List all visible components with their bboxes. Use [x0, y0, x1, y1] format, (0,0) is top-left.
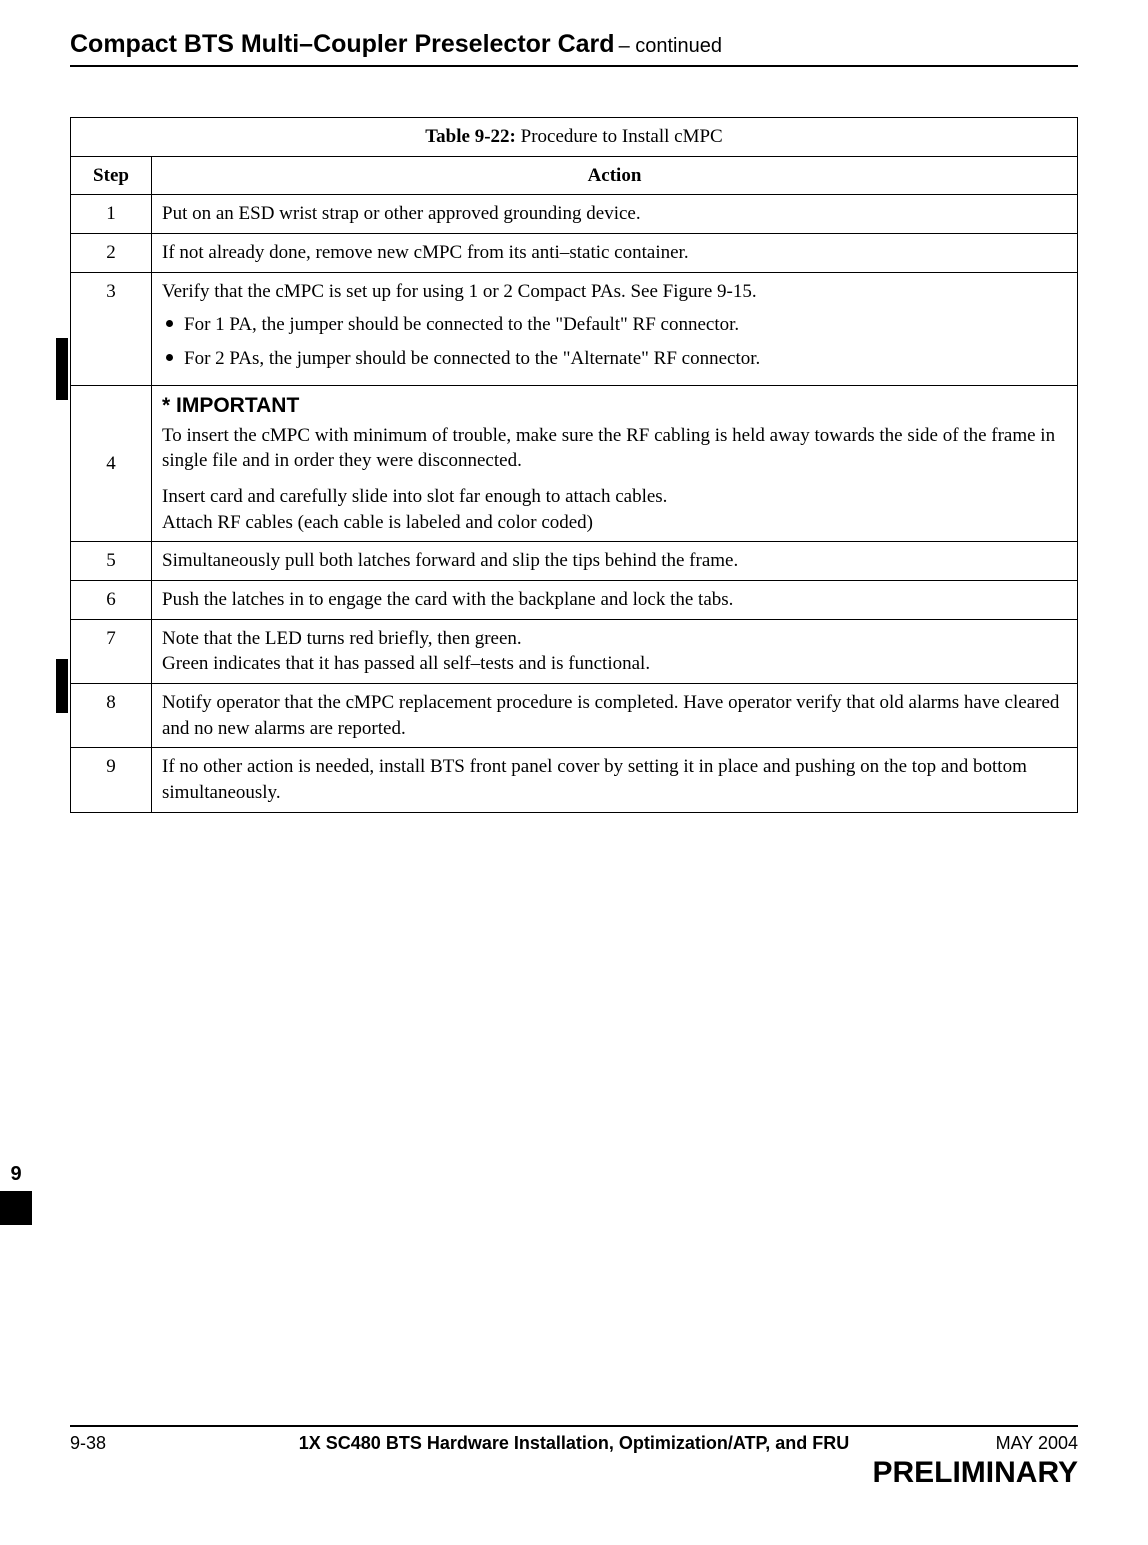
header-continued: – continued — [619, 35, 722, 57]
important-heading: * IMPORTANT — [162, 392, 1067, 420]
col-action: Action — [152, 156, 1078, 195]
table-row: 1 Put on an ESD wrist strap or other app… — [71, 195, 1078, 234]
table-caption-label: Table 9-22: — [425, 126, 516, 147]
table-caption: Table 9-22: Procedure to Install cMPC — [71, 118, 1078, 157]
chapter-tab-number: 9 — [0, 1157, 32, 1191]
bullet-item: For 2 PAs, the jumper should be connecte… — [162, 346, 1067, 372]
chapter-tab-block — [0, 1191, 32, 1225]
table-row: 4 * IMPORTANT To insert the cMPC with mi… — [71, 386, 1078, 542]
page-header: Compact BTS Multi–Coupler Preselector Ca… — [70, 30, 1078, 67]
action-text: Green indicates that it has passed all s… — [162, 651, 1067, 677]
step-cell: 4 — [71, 386, 152, 542]
footer-date: MAY 2004 — [898, 1433, 1078, 1454]
action-cell: Simultaneously pull both latches forward… — [152, 542, 1078, 581]
step-cell: 7 — [71, 619, 152, 683]
footer-doc-title: 1X SC480 BTS Hardware Installation, Opti… — [250, 1433, 898, 1454]
step-cell: 5 — [71, 542, 152, 581]
action-cell: If no other action is needed, install BT… — [152, 748, 1078, 812]
step-cell: 2 — [71, 233, 152, 272]
table-caption-row: Table 9-22: Procedure to Install cMPC — [71, 118, 1078, 157]
action-cell: * IMPORTANT To insert the cMPC with mini… — [152, 386, 1078, 542]
change-bar — [56, 338, 68, 400]
step-cell: 1 — [71, 195, 152, 234]
bullet-list: For 1 PA, the jumper should be connected… — [162, 312, 1067, 371]
table-row: 9 If no other action is needed, install … — [71, 748, 1078, 812]
col-step: Step — [71, 156, 152, 195]
table-row: 2 If not already done, remove new cMPC f… — [71, 233, 1078, 272]
action-cell: Verify that the cMPC is set up for using… — [152, 272, 1078, 386]
bullet-item: For 1 PA, the jumper should be connected… — [162, 312, 1067, 338]
action-cell: Notify operator that the cMPC replacemen… — [152, 683, 1078, 747]
action-text: Attach RF cables (each cable is labeled … — [162, 510, 1067, 536]
table-row: 8 Notify operator that the cMPC replacem… — [71, 683, 1078, 747]
table-caption-text: Procedure to Install cMPC — [516, 126, 723, 147]
footer-row: 9-38 1X SC480 BTS Hardware Installation,… — [70, 1433, 1078, 1454]
chapter-tab: 9 — [0, 1157, 32, 1225]
procedure-table: Table 9-22: Procedure to Install cMPC St… — [70, 117, 1078, 813]
table-row: 6 Push the latches in to engage the card… — [71, 581, 1078, 620]
table-row: 5 Simultaneously pull both latches forwa… — [71, 542, 1078, 581]
table-header-row: Step Action — [71, 156, 1078, 195]
important-text: To insert the cMPC with minimum of troub… — [162, 423, 1067, 474]
action-cell: Note that the LED turns red briefly, the… — [152, 619, 1078, 683]
action-cell: Put on an ESD wrist strap or other appro… — [152, 195, 1078, 234]
footer-preliminary: PRELIMINARY — [70, 1456, 1078, 1490]
footer-rule — [70, 1425, 1078, 1427]
step-cell: 3 — [71, 272, 152, 386]
footer-page-number: 9-38 — [70, 1433, 250, 1454]
page-footer: 9-38 1X SC480 BTS Hardware Installation,… — [70, 1425, 1078, 1490]
action-text: Note that the LED turns red briefly, the… — [162, 626, 1067, 652]
step-cell: 6 — [71, 581, 152, 620]
action-cell: Push the latches in to engage the card w… — [152, 581, 1078, 620]
header-rule — [70, 65, 1078, 67]
header-title: Compact BTS Multi–Coupler Preselector Ca… — [70, 30, 615, 58]
action-text: Verify that the cMPC is set up for using… — [162, 279, 1067, 305]
table-row: 3 Verify that the cMPC is set up for usi… — [71, 272, 1078, 386]
step-cell: 8 — [71, 683, 152, 747]
step-cell: 9 — [71, 748, 152, 812]
change-bar — [56, 659, 68, 713]
action-text: Insert card and carefully slide into slo… — [162, 484, 1067, 510]
table-row: 7 Note that the LED turns red briefly, t… — [71, 619, 1078, 683]
action-cell: If not already done, remove new cMPC fro… — [152, 233, 1078, 272]
